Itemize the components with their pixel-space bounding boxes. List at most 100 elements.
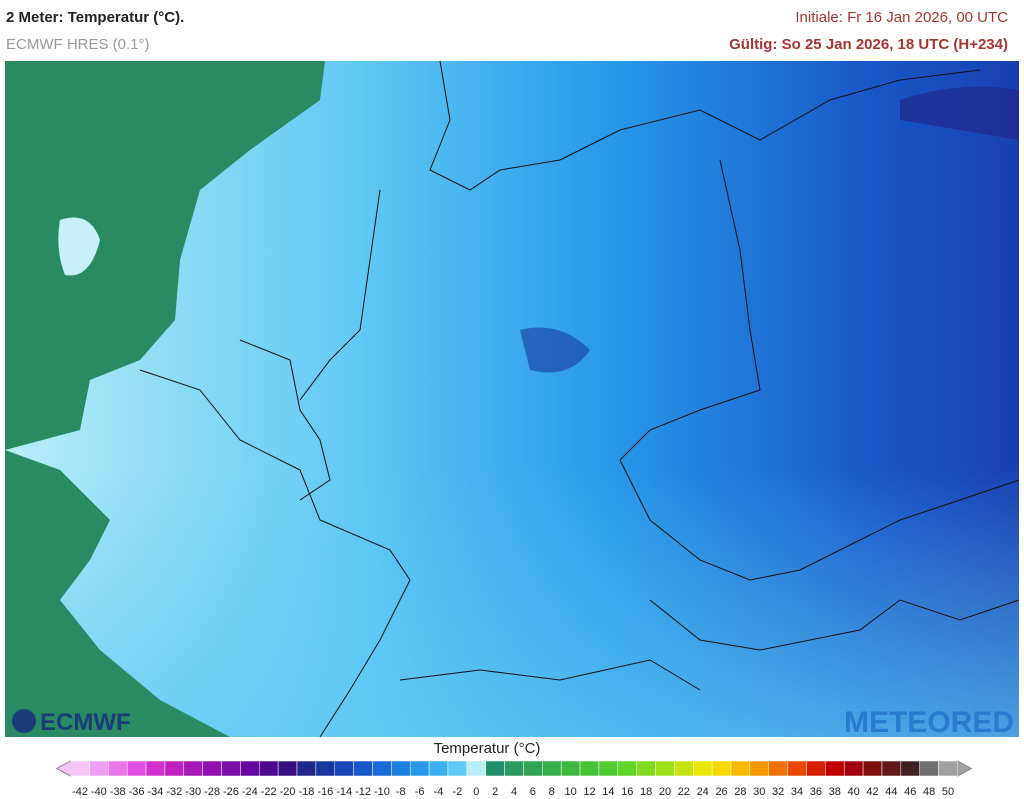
- colorbar-swatch: [579, 760, 600, 777]
- colorbar-arrow-left: [55, 760, 72, 777]
- colorbar-swatch: [806, 760, 826, 777]
- colorbar-label: -26: [223, 786, 239, 798]
- colorbar-label: 12: [583, 786, 595, 798]
- colorbar-swatch: [372, 760, 392, 777]
- colorbar-label: 8: [549, 786, 555, 798]
- colorbar-label: 36: [810, 786, 822, 798]
- colorbar-swatch: [881, 760, 902, 777]
- colorbar-swatch: [542, 760, 562, 777]
- colorbar-swatch: [825, 760, 845, 777]
- colorbar-swatch: [334, 760, 354, 777]
- colorbar-label: 40: [848, 786, 860, 798]
- colorbar: -42 -40 -38 -36 -34 -32 -30 -28 -26 -24 -22 -20 -18-…: [55, 760, 973, 798]
- colorbar-label: 24: [697, 786, 709, 798]
- colorbar-swatch: [353, 760, 373, 777]
- colorbar-label: 50: [942, 786, 954, 798]
- colorbar-swatch: [145, 760, 166, 777]
- colorbar-swatch: [126, 760, 147, 777]
- colorbar-label: -16: [317, 786, 333, 798]
- colorbar-swatch: [655, 760, 675, 777]
- colorbar-label: -20: [280, 786, 296, 798]
- colorbar-swatch: [598, 760, 619, 777]
- colorbar-label: 22: [678, 786, 690, 798]
- colorbar-swatch: [428, 760, 449, 777]
- colorbar-swatch: [409, 760, 430, 777]
- colorbar-swatch: [617, 760, 637, 777]
- colorbar-swatch: [862, 760, 883, 777]
- colorbar-label: -14: [336, 786, 352, 798]
- title: 2 Meter: Temperatur (°C).: [6, 9, 185, 26]
- colorbar-label: 46: [904, 786, 916, 798]
- colorbar-swatch: [221, 760, 241, 777]
- borders: [139, 60, 1020, 738]
- colorbar-swatch: [787, 760, 807, 777]
- colorbar-label: -38: [110, 786, 126, 798]
- colorbar-label: 4: [511, 786, 517, 798]
- colorbar-label: 16: [621, 786, 633, 798]
- colorbar-label: 14: [602, 786, 614, 798]
- colorbar-swatch: [391, 760, 411, 777]
- colorbar-swatch: [89, 760, 109, 777]
- meteored-text: METEORED: [844, 706, 1014, 739]
- colorbar-label: 44: [885, 786, 897, 798]
- valid-time: Gültig: So 25 Jan 2026, 18 UTC (H+234): [729, 36, 1008, 53]
- colorbar-swatch: [843, 760, 864, 777]
- ecmwf-text: ECMWF: [40, 709, 131, 736]
- colorbar-label: 6: [530, 786, 536, 798]
- colorbar-swatch: [938, 760, 958, 777]
- colorbar-swatch: [183, 760, 203, 777]
- colorbar-label: -18: [298, 786, 314, 798]
- legend-title: Temperatur (°C): [434, 740, 541, 757]
- colorbar-label: 38: [829, 786, 841, 798]
- colorbar-swatch: [277, 760, 298, 777]
- colorbar-label: -28: [204, 786, 220, 798]
- colorbar-swatch: [749, 760, 769, 777]
- colorbar-swatch: [108, 760, 128, 777]
- colorbar-swatch: [523, 760, 543, 777]
- colorbar-label: 28: [734, 786, 746, 798]
- colorbar-label: -32: [166, 786, 182, 798]
- colorbar-swatch: [202, 760, 222, 777]
- colorbar-label: 42: [866, 786, 878, 798]
- colorbar-label: -40: [91, 786, 107, 798]
- colorbar-swatch: [730, 760, 751, 777]
- colorbar-label: 10: [564, 786, 576, 798]
- colorbar-swatch: [447, 760, 468, 777]
- colorbar-swatch: [560, 760, 581, 777]
- colorbar-label: 32: [772, 786, 784, 798]
- colorbar-label: -42: [72, 786, 88, 798]
- colorbar-swatch: [70, 760, 90, 777]
- colorbar-label: -2: [453, 786, 463, 798]
- init-time: Initiale: Fr 16 Jan 2026, 00 UTC: [795, 9, 1008, 26]
- colorbar-label: 18: [640, 786, 652, 798]
- colorbar-swatch: [259, 760, 279, 777]
- colorbar-label: -30: [185, 786, 201, 798]
- colorbar-label: 0: [473, 786, 479, 798]
- colorbar-arrow-right: [956, 760, 973, 777]
- colorbar-swatch: [674, 760, 694, 777]
- colorbar-swatch: [504, 760, 524, 777]
- ecmwf-logo: ECMWF: [12, 709, 131, 736]
- colorbar-swatch: [240, 760, 260, 777]
- colorbar-swatch: [636, 760, 656, 777]
- colorbar-label: 20: [659, 786, 671, 798]
- colorbar-label: 34: [791, 786, 803, 798]
- colorbar-label: -4: [434, 786, 444, 798]
- colorbar-label: 2: [492, 786, 498, 798]
- colorbar-label: -36: [129, 786, 145, 798]
- colorbar-swatch: [711, 760, 732, 777]
- model: ECMWF HRES (0.1°): [6, 36, 150, 53]
- colorbar-label: -24: [242, 786, 258, 798]
- colorbar-swatch: [693, 760, 713, 777]
- colorbar-swatch: [919, 760, 939, 777]
- colorbar-label: -22: [261, 786, 277, 798]
- colorbar-swatch: [485, 760, 505, 777]
- colorbar-swatch: [164, 760, 185, 777]
- colorbar-label: 30: [753, 786, 765, 798]
- colorbar-label: -10: [374, 786, 390, 798]
- colorbar-label: -8: [396, 786, 406, 798]
- colorbar-label: 48: [923, 786, 935, 798]
- map-field: [5, 61, 1019, 737]
